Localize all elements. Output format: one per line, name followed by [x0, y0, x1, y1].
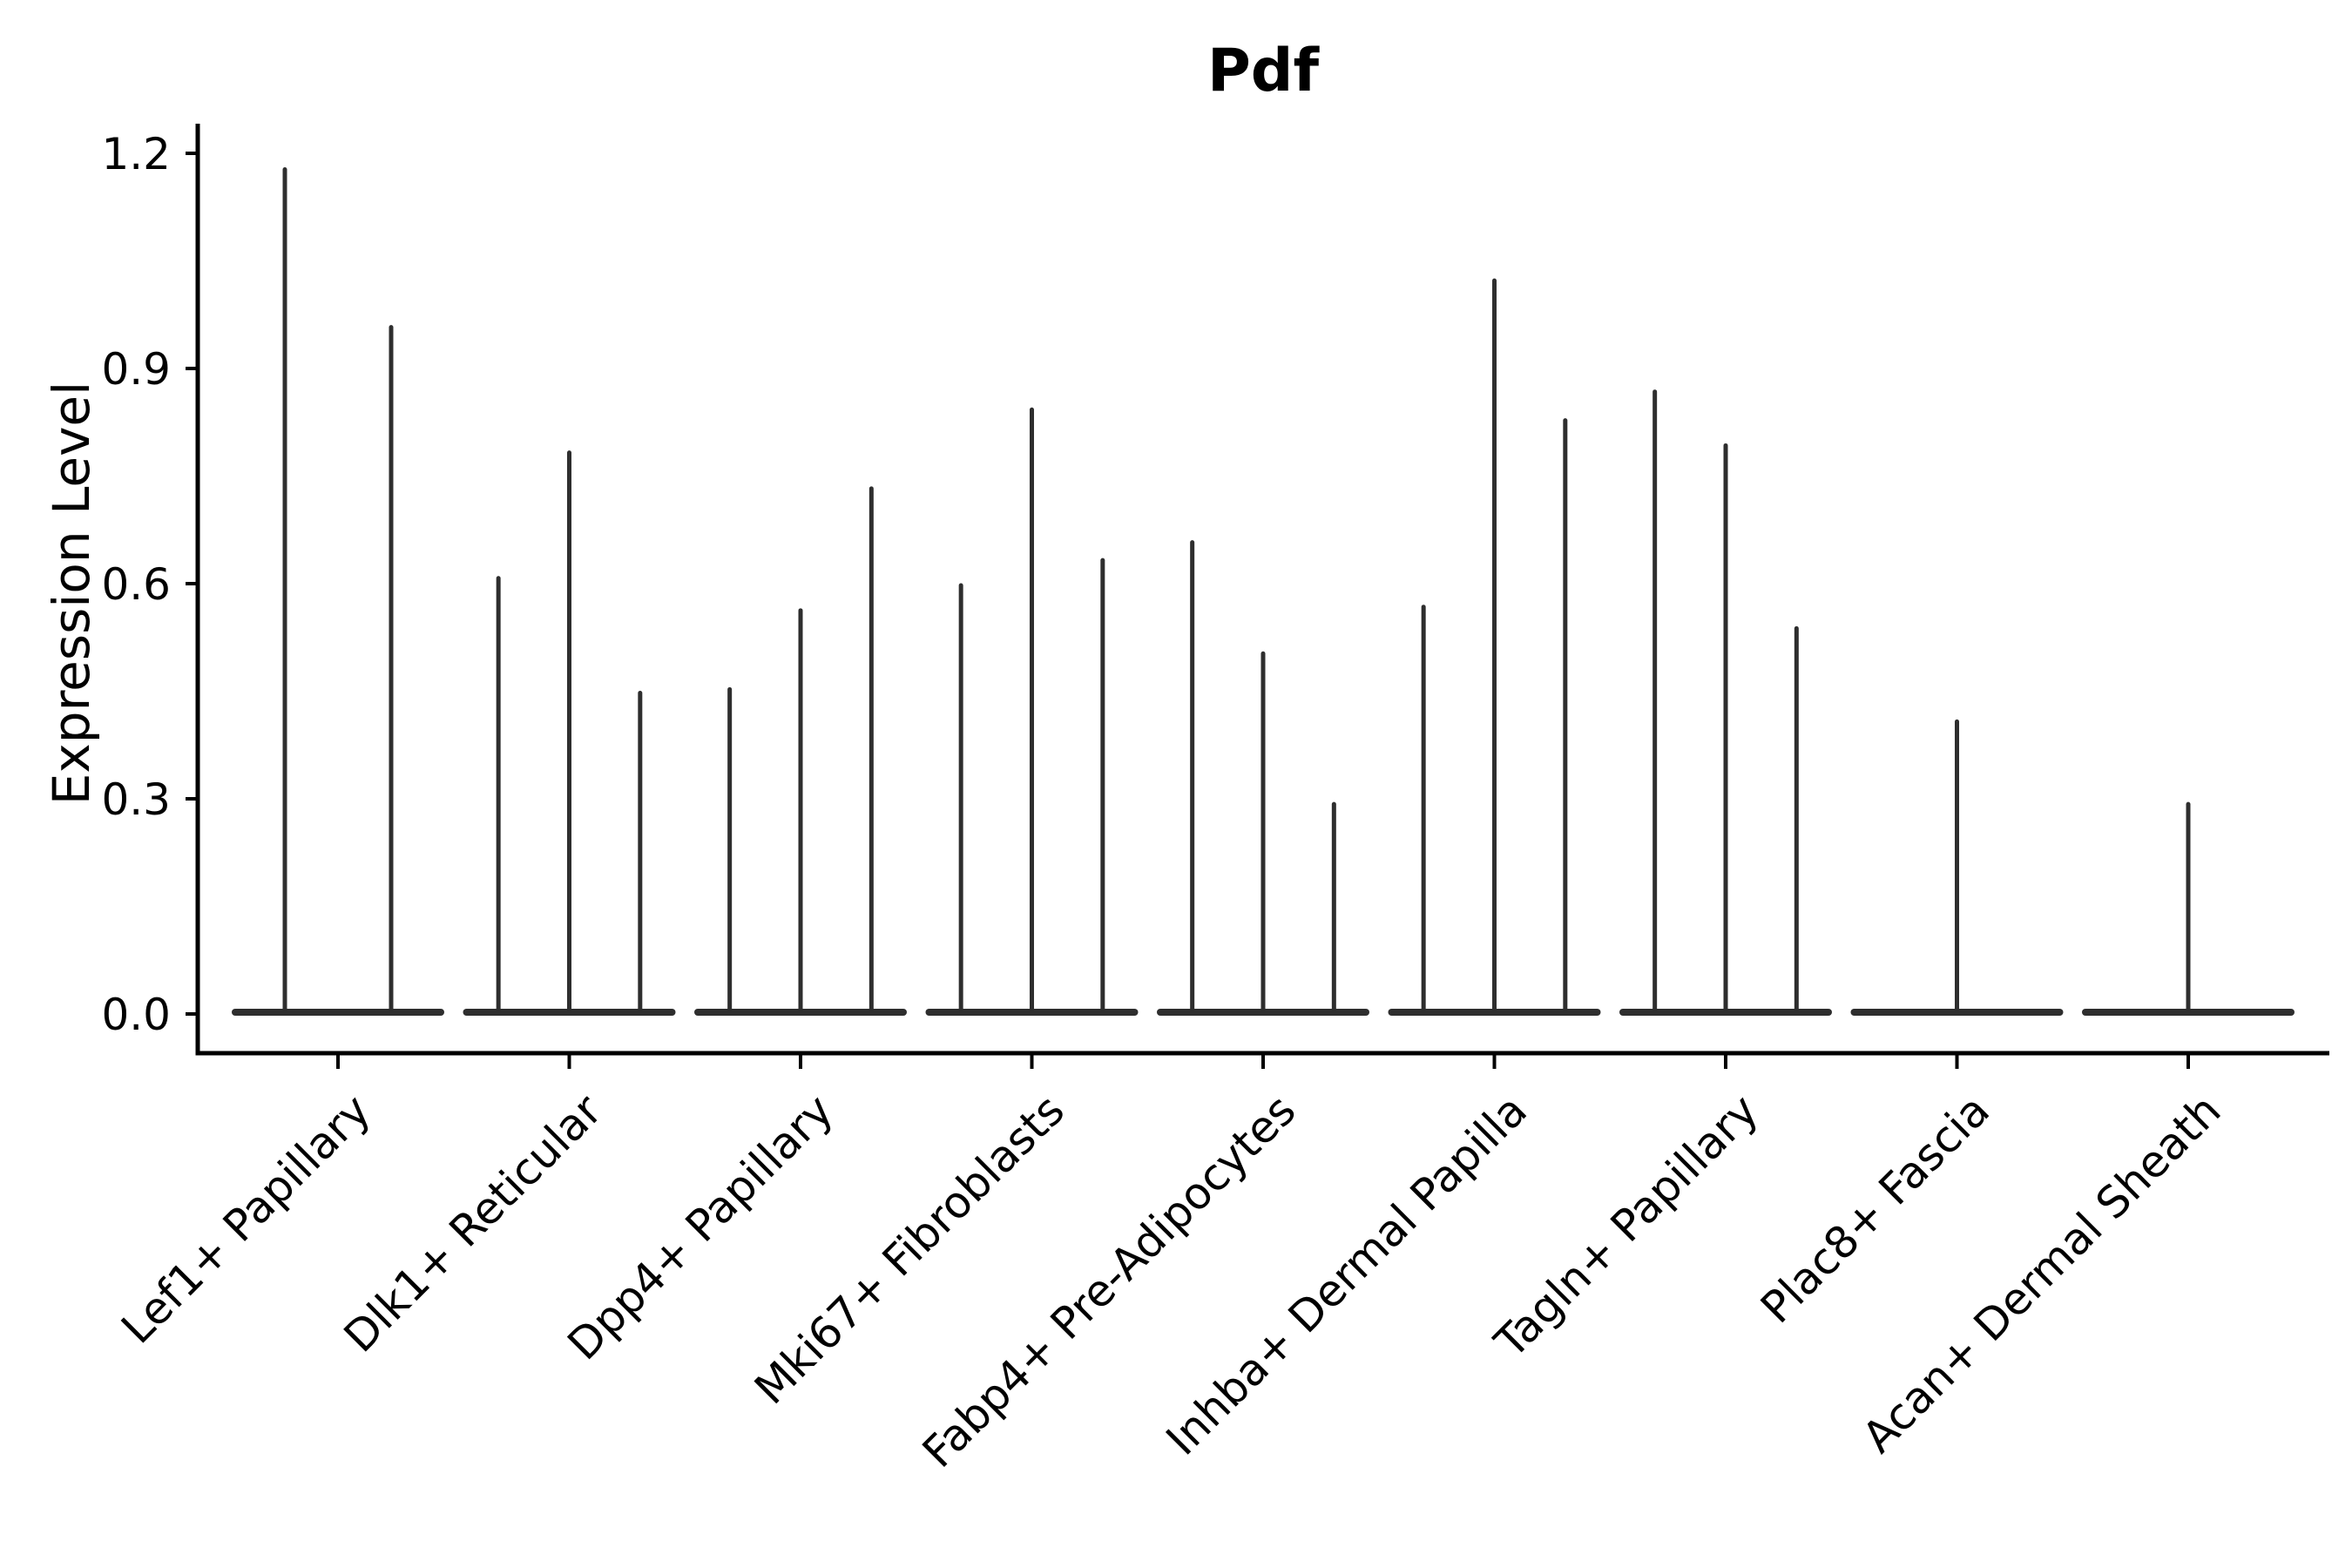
y-tick-label: 0.6	[101, 559, 171, 610]
y-axis-ticks: 0.0 0.3 0.6 0.9 1.2	[101, 129, 198, 1040]
y-tick-label: 0.0	[101, 990, 171, 1040]
x-tick-label: Dlk1+ Reticular	[335, 1085, 612, 1362]
violins	[232, 166, 2295, 1016]
y-tick-label: 1.2	[101, 129, 171, 179]
x-tick-label: Plac8+ Fascia	[1751, 1085, 1999, 1333]
y-axis-label: Expression Level	[42, 382, 101, 805]
chart-title: Pdf	[1207, 37, 1321, 105]
y-tick-label: 0.3	[101, 774, 171, 825]
violin-base	[232, 1009, 444, 1016]
x-tick-label: Fabp4+ Pre-Adipocytes	[913, 1085, 1306, 1477]
y-tick-label: 0.9	[101, 344, 171, 395]
x-tick-label: Lef1+ Papillary	[112, 1085, 380, 1353]
